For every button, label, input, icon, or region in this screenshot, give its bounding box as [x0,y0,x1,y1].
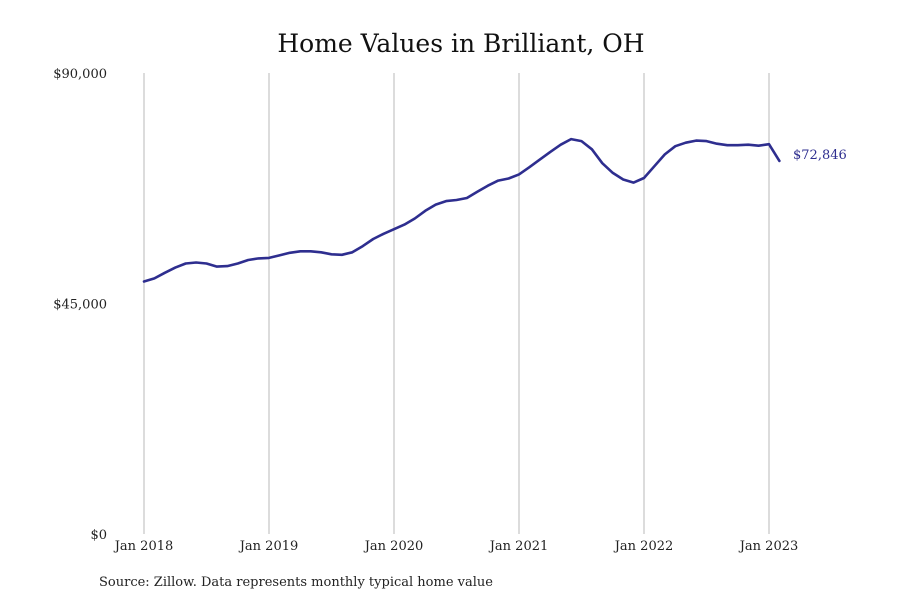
y-axis-ticks: $0 $45,000 $90,000 [53,67,107,543]
x-tick-label: Jan 2020 [363,539,424,554]
y-tick-label: $45,000 [53,298,107,313]
chart-title: Home Values in Brilliant, OH [277,29,644,58]
series-line-0 [142,137,781,283]
y-tick-label: $90,000 [53,67,107,82]
x-tick-label: Jan 2019 [238,539,299,554]
y-tick-label: $0 [90,528,107,543]
x-tick-label: Jan 2022 [613,539,674,554]
last-value-label: $72,846 [793,148,847,163]
source-note: Source: Zillow. Data represents monthly … [99,575,493,590]
x-tick-label: Jan 2023 [738,539,799,554]
x-axis-ticks: Jan 2018 Jan 2019 Jan 2020 Jan 2021 Jan 2022… [113,539,799,554]
series-layer [142,137,781,283]
x-tick-label: Jan 2021 [488,539,549,554]
x-tick-label: Jan 2018 [113,539,174,554]
gridlines [143,73,770,534]
